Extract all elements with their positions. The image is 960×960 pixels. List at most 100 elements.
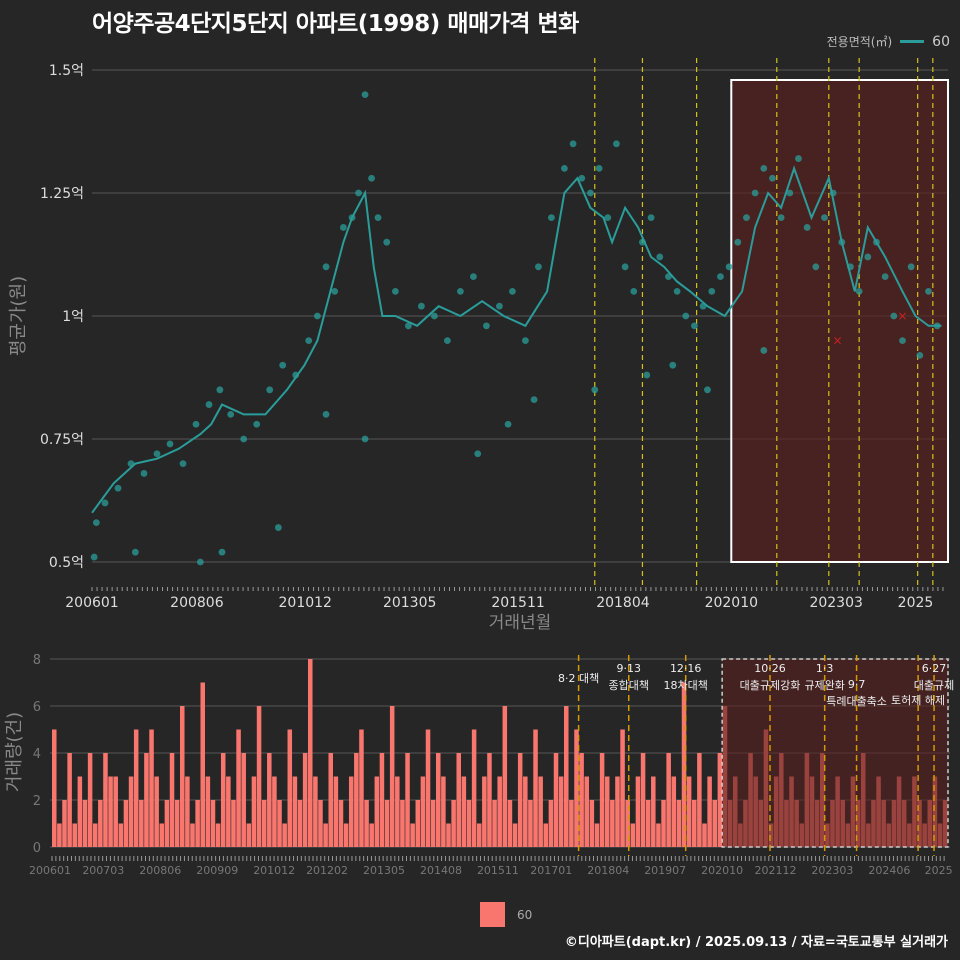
price-point	[604, 214, 612, 222]
price-x-tick-label: 201804	[596, 595, 650, 611]
volume-bar	[374, 776, 380, 847]
price-point	[509, 288, 516, 295]
volume-y-tick-label: 0	[33, 841, 41, 856]
volume-bar	[149, 729, 154, 847]
volume-bar	[671, 776, 677, 847]
price-point	[361, 91, 369, 98]
price-point	[743, 214, 750, 222]
volume-bar	[651, 776, 656, 847]
policy-annotation-label: 토허제 해제	[891, 693, 945, 707]
policy-annotation-label: 6·27	[922, 662, 947, 675]
policy-annotation-label: 1·3	[816, 662, 834, 675]
volume-x-tick-label: 200909	[196, 864, 238, 877]
volume-y-tick-label: 2	[33, 794, 41, 809]
volume-bar	[236, 729, 241, 847]
volume-bar	[174, 800, 180, 847]
volume-bar	[200, 682, 205, 847]
volume-bar	[579, 753, 584, 847]
volume-bar	[133, 729, 139, 847]
volume-x-tick-label: 202406	[868, 864, 910, 877]
volume-bar	[210, 800, 216, 847]
price-point	[253, 420, 261, 428]
volume-bar	[615, 776, 620, 847]
legend-top: 전용면적(㎡) 60	[827, 33, 950, 50]
volume-bar	[686, 776, 692, 847]
price-point	[647, 214, 655, 222]
price-point	[313, 312, 321, 320]
policy-annotation-label: 대출규제강화	[740, 679, 801, 692]
volume-bar	[205, 776, 211, 847]
volume-bar	[487, 753, 492, 847]
volume-bar	[697, 753, 702, 847]
volume-bar	[717, 753, 723, 847]
volume-bar	[195, 800, 200, 847]
volume-bar	[635, 776, 641, 847]
price-point	[786, 189, 794, 197]
volume-x-tick-label: 201907	[644, 864, 686, 877]
price-point	[812, 263, 820, 271]
volume-bar	[92, 823, 98, 847]
volume-bar	[405, 753, 410, 847]
price-point	[216, 386, 224, 394]
policy-annotation-label: 8·2 대책	[558, 672, 599, 685]
volume-x-tick-label: 201511	[477, 864, 519, 877]
price-point	[179, 460, 187, 467]
volume-bar	[610, 800, 615, 847]
volume-bar	[185, 776, 190, 847]
volume-bar	[354, 753, 359, 847]
volume-bar	[180, 706, 185, 847]
volume-bar	[333, 776, 339, 847]
volume-x-tick-label: 201202	[306, 864, 348, 877]
volume-bar	[231, 800, 236, 847]
volume-bar	[287, 729, 293, 847]
volume-bar	[661, 800, 666, 847]
volume-bar	[246, 823, 252, 847]
volume-bar	[512, 823, 518, 847]
price-point	[114, 484, 122, 492]
price-point	[673, 288, 681, 295]
volume-bar	[272, 776, 277, 847]
volume-y-tick-label: 6	[33, 700, 41, 715]
price-point	[725, 263, 733, 271]
volume-bar	[584, 776, 589, 847]
volume-bar	[400, 800, 405, 847]
price-point	[404, 322, 412, 330]
price-point	[855, 288, 863, 295]
price-point	[355, 189, 362, 197]
volume-bar	[87, 753, 93, 847]
volume-bar	[604, 776, 610, 847]
volume-bar	[640, 753, 646, 847]
price-point	[90, 553, 98, 561]
volume-bar	[302, 753, 308, 847]
volume-bar	[348, 776, 354, 847]
price-x-tick-label: 201305	[383, 595, 436, 611]
price-point	[444, 337, 451, 344]
volume-bar	[67, 753, 72, 847]
volume-bar	[430, 800, 436, 847]
volume-bar	[226, 776, 231, 847]
price-point	[431, 312, 438, 320]
price-point	[196, 558, 204, 566]
volume-bar	[523, 776, 528, 847]
volume-bar	[497, 776, 502, 847]
volume-bar	[410, 823, 415, 847]
volume-bar	[620, 729, 625, 847]
price-point	[587, 189, 594, 197]
volume-bar	[113, 776, 118, 847]
price-point	[704, 386, 711, 394]
price-point	[383, 238, 391, 246]
volume-x-tick-label: 200703	[82, 864, 124, 877]
price-point	[734, 238, 742, 246]
volume-bar	[313, 776, 318, 847]
price-point	[101, 499, 109, 507]
price-point	[496, 302, 503, 310]
volume-x-tick-label: 201012	[253, 864, 295, 877]
volume-bar	[645, 800, 651, 847]
policy-annotation-label: 대출규제	[914, 679, 954, 692]
volume-bar	[190, 823, 195, 847]
volume-bar	[456, 753, 461, 847]
price-point	[535, 263, 542, 271]
volume-bar	[308, 659, 313, 847]
volume-highlight-box	[721, 658, 949, 848]
